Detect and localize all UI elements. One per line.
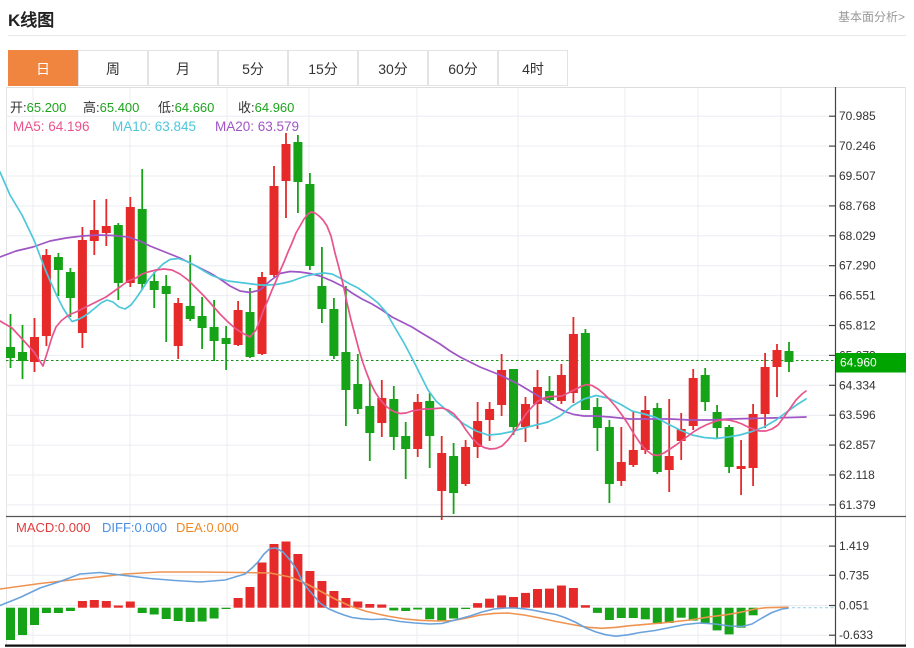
svg-text:0.735: 0.735 (839, 568, 869, 582)
svg-text:61.379: 61.379 (839, 498, 876, 512)
svg-text:1.419: 1.419 (839, 539, 869, 553)
svg-text:64.334: 64.334 (839, 378, 876, 392)
svg-text:65.812: 65.812 (839, 319, 876, 333)
svg-text:68.768: 68.768 (839, 199, 876, 213)
svg-text:62.118: 62.118 (839, 468, 875, 482)
svg-text:70.985: 70.985 (839, 109, 876, 123)
svg-text:66.551: 66.551 (839, 289, 876, 303)
svg-text:-0.633: -0.633 (839, 628, 873, 642)
svg-text:62.857: 62.857 (839, 438, 876, 452)
svg-text:69.507: 69.507 (839, 169, 876, 183)
svg-text:68.029: 68.029 (839, 229, 876, 243)
svg-text:0.051: 0.051 (839, 599, 869, 613)
svg-text:70.246: 70.246 (839, 139, 876, 153)
svg-text:64.960: 64.960 (840, 356, 877, 370)
svg-text:63.596: 63.596 (839, 408, 876, 422)
svg-text:67.290: 67.290 (839, 259, 876, 273)
